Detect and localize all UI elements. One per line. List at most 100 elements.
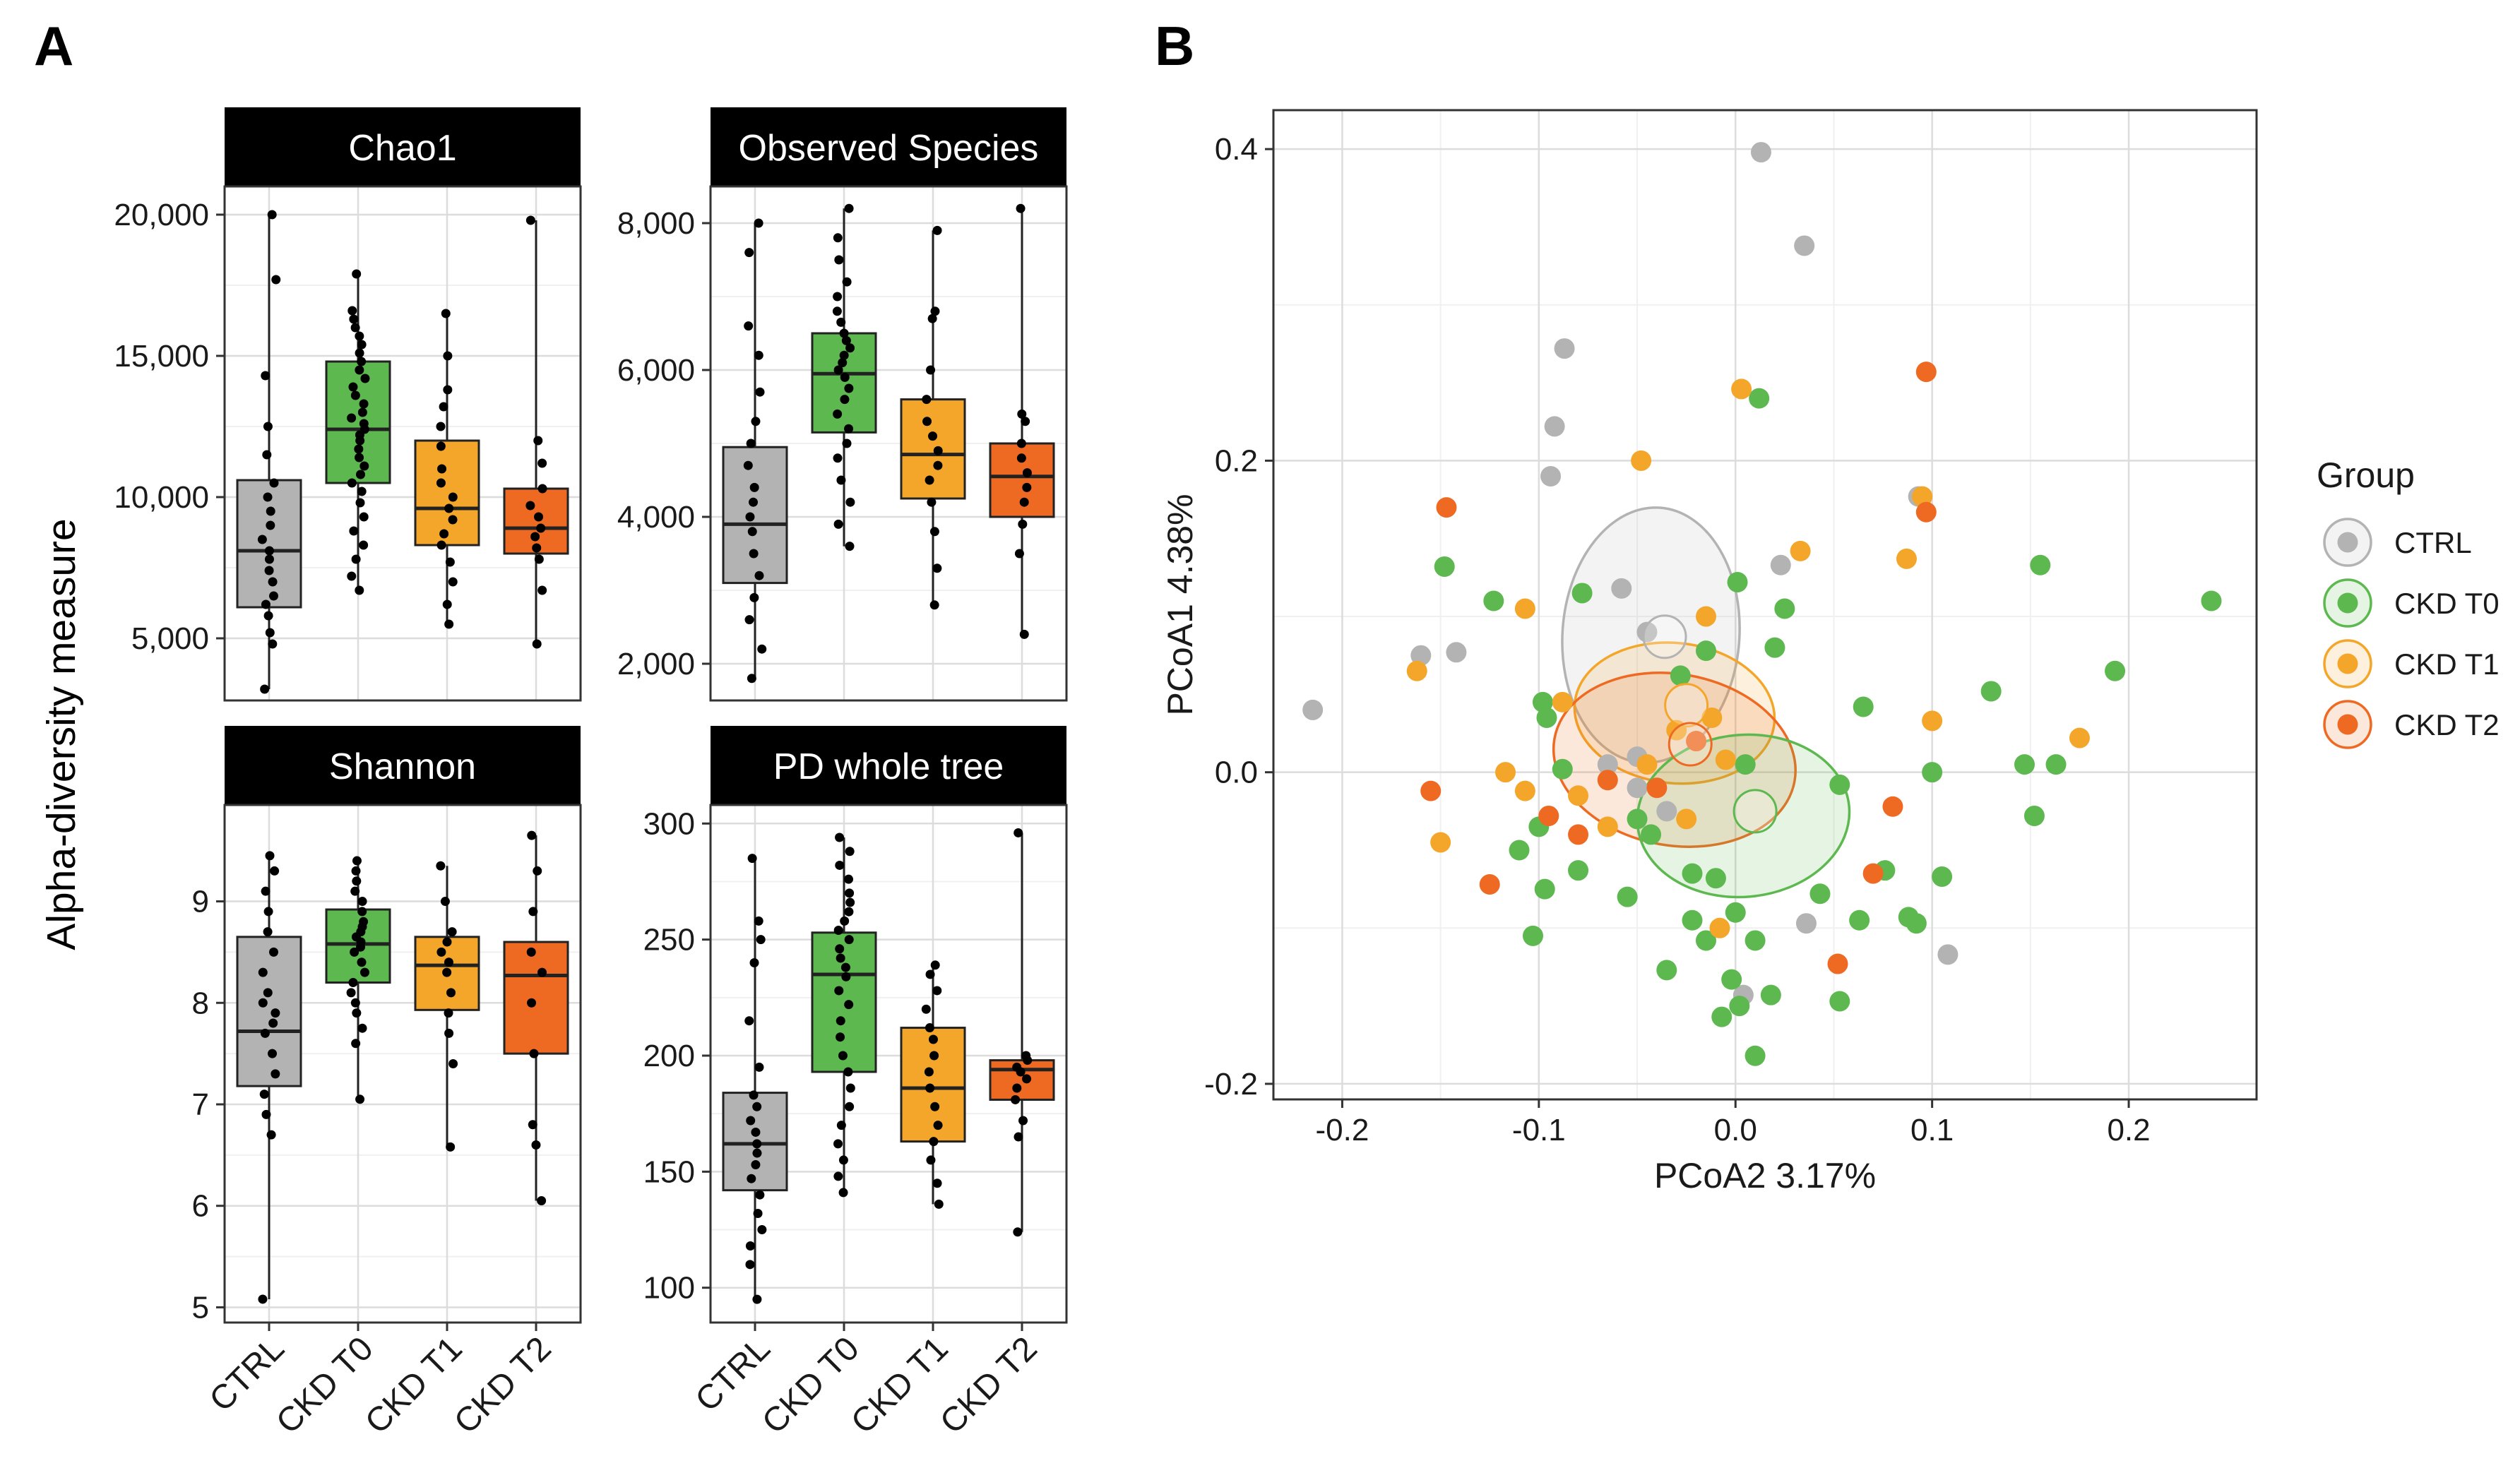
data-point (448, 515, 458, 525)
pcoa-point (1495, 762, 1516, 783)
data-point (744, 1016, 754, 1026)
data-point (1016, 203, 1026, 213)
data-point (528, 907, 538, 917)
data-point (841, 972, 851, 981)
data-point (258, 967, 268, 977)
data-point (266, 1130, 276, 1140)
pcoa-point (1980, 681, 2002, 702)
y-tick-label: 300 (643, 806, 695, 841)
pcoa-point (1709, 917, 1730, 938)
data-point (531, 1140, 541, 1150)
data-point (525, 501, 535, 511)
pcoa-point (1915, 362, 1937, 383)
data-point (922, 395, 932, 405)
data-point (448, 1059, 458, 1068)
data-point (838, 1155, 848, 1165)
data-point (261, 599, 271, 609)
pcoa-point (1568, 785, 1589, 806)
pcoa-point (1721, 969, 1742, 990)
data-point (926, 1155, 936, 1165)
legend-label: CKD T1 (2394, 648, 2500, 681)
y-tick-label: 6 (192, 1189, 209, 1224)
box-iqr (503, 941, 569, 1055)
data-point (745, 512, 755, 522)
data-point (752, 1102, 762, 1111)
data-point (537, 484, 547, 494)
facet-strip (711, 726, 1066, 805)
legend-label: CTRL (2394, 526, 2472, 559)
pcoa-point (1552, 691, 1573, 712)
data-point (436, 540, 446, 550)
data-point (350, 390, 360, 400)
data-point (833, 292, 843, 302)
data-point (264, 554, 274, 564)
y-tick-label: 15,000 (114, 339, 209, 374)
data-point (844, 907, 854, 917)
data-point (536, 523, 546, 533)
data-point (349, 314, 359, 324)
data-point (845, 897, 855, 907)
data-point (357, 487, 367, 496)
data-point (845, 888, 855, 898)
pcoa-point (2105, 660, 2126, 681)
data-point (836, 475, 846, 485)
data-point (537, 967, 547, 977)
facet-strip (225, 726, 581, 805)
data-point (355, 585, 364, 595)
pcoa-point (1774, 598, 1795, 619)
data-point (838, 1051, 848, 1061)
data-point (932, 225, 942, 235)
series-ckd-t2 (1420, 362, 1937, 974)
data-point (1021, 1051, 1031, 1061)
data-point (270, 866, 280, 876)
data-point (930, 960, 940, 970)
pcoa-point (1514, 780, 1535, 801)
data-point (355, 470, 365, 479)
pcoa-point (1631, 450, 1652, 471)
pcoa-point (2023, 805, 2045, 826)
box-iqr (414, 439, 480, 547)
box-iqr (722, 446, 788, 585)
data-point (836, 953, 845, 963)
data-point (448, 577, 458, 587)
series-ckd-t1 (1406, 378, 2090, 938)
data-point (262, 450, 272, 460)
pcoa-point (2014, 754, 2035, 775)
pcoa-point (1522, 925, 1543, 946)
data-point (442, 937, 452, 947)
pcoa-point (1611, 578, 1632, 599)
data-point (357, 957, 367, 967)
pcoa-point (1922, 762, 1943, 783)
data-point (840, 962, 850, 972)
pcoa-point (1656, 801, 1677, 822)
pcoa-point (1745, 1045, 1766, 1066)
data-point (350, 947, 359, 957)
data-point (746, 1116, 756, 1126)
pcoa-point (1554, 338, 1575, 359)
box-ctrl (236, 210, 302, 694)
pcoa-point (2045, 754, 2067, 775)
data-point (537, 585, 547, 595)
pcoa-point (1627, 777, 1648, 799)
data-point (436, 441, 446, 451)
data-point (754, 916, 763, 926)
facet-title: Observed Species (739, 128, 1039, 169)
data-point (527, 830, 537, 840)
data-point (263, 988, 273, 998)
data-point (749, 1090, 759, 1100)
data-point (928, 431, 938, 441)
box-iqr (900, 398, 966, 500)
data-point (928, 1034, 938, 1044)
data-point (1014, 1132, 1023, 1142)
data-point (444, 1028, 454, 1038)
data-point (355, 365, 364, 375)
pcoa-point (1932, 866, 1953, 887)
data-point (266, 520, 275, 530)
centroid-ctrl (1642, 614, 1687, 660)
data-point (833, 519, 843, 529)
centroid-ckd-t2 (1668, 722, 1713, 767)
alpha-y-axis-label: Alpha-diversity measure (39, 518, 84, 950)
pcoa-point (1827, 953, 1848, 974)
data-point (845, 847, 855, 857)
